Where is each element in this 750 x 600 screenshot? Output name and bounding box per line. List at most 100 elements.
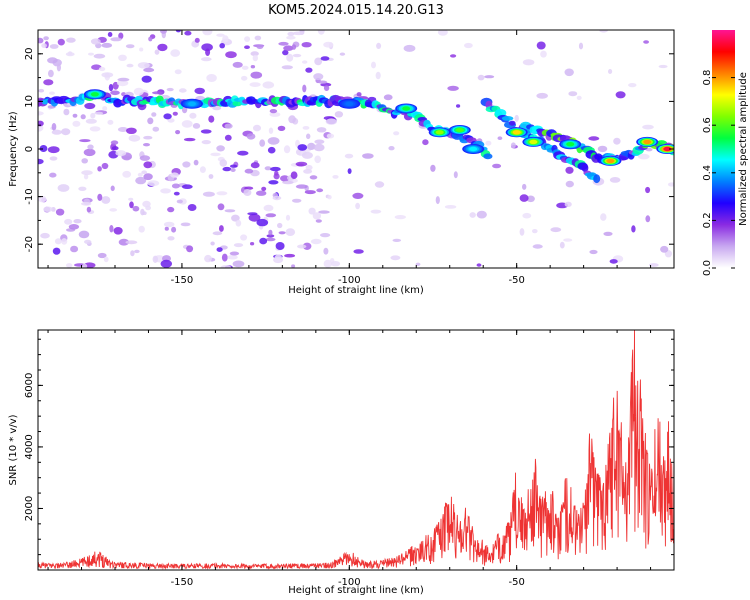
- y-tick-label: -20: [24, 236, 35, 252]
- speckle-blob: [388, 146, 395, 151]
- speckle-blob: [122, 170, 132, 178]
- speckle-blob: [282, 49, 289, 56]
- speckle-blob: [325, 118, 337, 125]
- speckle-blob: [327, 195, 332, 200]
- speckle-blob: [66, 37, 76, 43]
- hotspot-ring: [606, 158, 615, 164]
- speckle-blob: [210, 241, 215, 246]
- speckle-blob: [355, 202, 360, 210]
- speckle-blob: [84, 102, 96, 110]
- speckle-blob: [256, 190, 267, 196]
- speckle-blob: [110, 185, 115, 192]
- snr-line-layer: [38, 330, 674, 570]
- speckle-blob: [175, 130, 181, 135]
- speckle-blob: [175, 30, 181, 33]
- hotspot: [559, 139, 582, 150]
- speckle-blob: [38, 195, 47, 203]
- speckle-blob: [186, 245, 194, 253]
- speckle-blob: [450, 54, 457, 58]
- speckle-blob: [216, 33, 225, 37]
- speckle-blob: [201, 140, 211, 145]
- speckle-blob: [453, 171, 458, 179]
- speckle-blob: [81, 158, 88, 164]
- speckle-blob: [51, 123, 57, 131]
- speckle-blob: [288, 115, 296, 124]
- speckle-blob: [519, 228, 525, 236]
- speckle-blob: [98, 66, 106, 72]
- speckle-blob: [308, 207, 316, 215]
- speckle-blob: [164, 226, 169, 231]
- speckle-blob: [320, 233, 331, 238]
- speckle-blob: [241, 75, 248, 81]
- speckle-blob: [286, 53, 294, 62]
- speckle-blob: [108, 84, 114, 92]
- speckle-blob: [181, 184, 193, 189]
- speckle-blob: [447, 85, 459, 91]
- speckle-blob: [559, 241, 565, 249]
- snr-ticks: -150 -100 -50 2000 4000 6000: [24, 330, 674, 588]
- speckle-blob: [565, 166, 574, 174]
- speckle-blob: [588, 136, 600, 141]
- speckle-blob: [110, 90, 120, 96]
- colorbar-tick-label: 0.0: [702, 260, 713, 276]
- speckle-blob: [344, 153, 354, 159]
- speckle-blob: [110, 37, 122, 42]
- speckle-blob: [645, 215, 651, 223]
- speckle-blob: [277, 125, 286, 131]
- speckle-blob: [240, 234, 248, 241]
- speckle-blob: [224, 123, 233, 129]
- speckle-blob: [323, 41, 334, 48]
- speckle-blob: [229, 251, 240, 256]
- speckle-blob: [176, 199, 183, 204]
- snr-series-line: [38, 330, 674, 570]
- speckle-blob: [204, 254, 212, 263]
- speckle-blob: [65, 52, 75, 57]
- spectrogram-x-label: Height of straight line (km): [288, 285, 424, 296]
- speckle-blob: [132, 205, 140, 212]
- speckle-blob: [48, 69, 54, 78]
- speckle-blob: [160, 259, 172, 268]
- ridge-blob: [501, 116, 514, 121]
- speckle-blob: [244, 168, 254, 174]
- speckle-blob: [222, 166, 232, 172]
- speckle-blob: [334, 111, 344, 118]
- ridge-blob: [483, 153, 493, 160]
- hotspot-ring: [188, 101, 196, 107]
- speckle-blob: [38, 37, 44, 44]
- speckle-blob: [142, 200, 151, 208]
- speckle-blob: [51, 129, 62, 135]
- speckle-blob: [137, 62, 150, 69]
- speckle-blob: [163, 113, 172, 120]
- speckle-blob: [97, 252, 107, 259]
- speckle-blob: [246, 133, 256, 140]
- x-tick-label: -50: [509, 275, 525, 286]
- speckle-blob: [101, 162, 109, 170]
- speckle-blob: [268, 127, 274, 134]
- speckle-blob: [128, 197, 134, 201]
- speckle-blob: [303, 169, 313, 174]
- speckle-blob: [180, 222, 191, 227]
- speckle-blob: [81, 170, 93, 176]
- speckle-blob: [576, 95, 582, 100]
- speckle-blob: [456, 104, 461, 108]
- speckle-blob: [110, 140, 119, 145]
- speckle-blob: [93, 53, 106, 59]
- speckle-blob: [292, 198, 302, 203]
- speckle-blob: [295, 161, 308, 167]
- spectrogram-y-label: Frequency (Hz): [8, 111, 19, 187]
- speckle-blob: [61, 128, 71, 136]
- speckle-blob: [57, 184, 70, 192]
- speckle-blob: [249, 82, 261, 87]
- speckle-blob: [140, 208, 145, 216]
- speckle-blob: [609, 177, 621, 183]
- ridge-layer: [38, 89, 674, 184]
- speckle-blob: [138, 225, 145, 233]
- colorbar-tick-label: 0.8: [702, 70, 713, 86]
- speckle-blob: [597, 145, 608, 153]
- speckle-blob: [216, 145, 225, 152]
- speckle-blob: [38, 88, 45, 93]
- speckle-blob: [522, 59, 535, 66]
- speckle-blob: [393, 131, 400, 136]
- hotspot-ring: [663, 146, 672, 152]
- speckle-blob: [469, 212, 476, 218]
